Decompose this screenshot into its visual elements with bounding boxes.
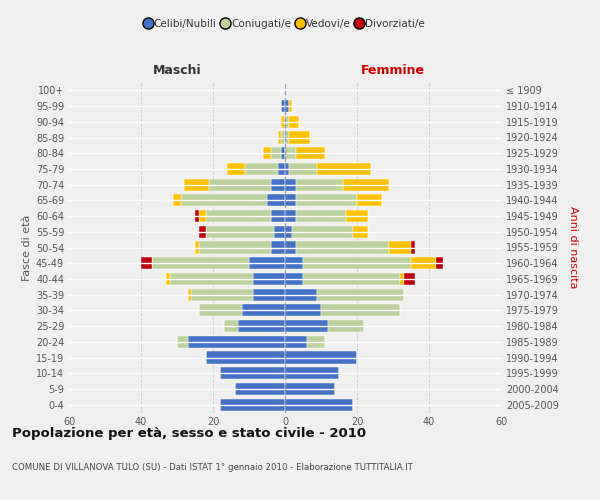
Bar [285,352,357,364]
Bar [238,320,285,332]
Bar [285,320,328,332]
Bar [195,210,199,222]
Bar [177,336,188,348]
Bar [296,210,346,222]
Bar [285,210,296,222]
Bar [289,116,299,128]
Bar [285,257,303,270]
Bar [285,288,317,301]
Bar [278,132,281,143]
Bar [289,100,292,112]
Bar [285,383,335,395]
Bar [285,367,339,380]
Bar [245,163,278,175]
Bar [271,242,285,254]
Bar [436,257,443,270]
Bar [303,257,411,270]
Bar [206,210,271,222]
Bar [296,147,325,160]
Bar [281,100,285,112]
Bar [188,336,285,348]
Bar [199,304,242,316]
Text: Femmine: Femmine [361,64,425,78]
Legend: Celibi/Nubili, Coniugati/e, Vedovi/e, Divorziati/e: Celibi/Nubili, Coniugati/e, Vedovi/e, Di… [141,15,429,34]
Bar [271,210,285,222]
Text: COMUNE DI VILLANOVA TULO (SU) - Dati ISTAT 1° gennaio 2010 - Elaborazione TUTTIT: COMUNE DI VILLANOVA TULO (SU) - Dati IST… [12,462,413,471]
Bar [285,194,296,206]
Bar [184,178,209,191]
Bar [253,273,285,285]
Bar [166,273,170,285]
Bar [224,320,238,332]
Bar [296,242,389,254]
Bar [249,257,285,270]
Bar [285,336,307,348]
Bar [400,273,404,285]
Bar [285,163,289,175]
Bar [296,194,357,206]
Bar [206,352,285,364]
Bar [281,147,285,160]
Bar [285,100,289,112]
Bar [285,116,289,128]
Bar [285,147,296,160]
Bar [195,242,199,254]
Bar [281,116,285,128]
Bar [271,147,281,160]
Bar [152,257,249,270]
Bar [285,178,296,191]
Bar [343,178,389,191]
Bar [220,398,285,411]
Bar [285,398,353,411]
Bar [285,226,292,238]
Bar [289,163,317,175]
Bar [181,194,267,206]
Bar [321,304,400,316]
Bar [271,178,285,191]
Bar [209,178,271,191]
Y-axis label: Fasce di età: Fasce di età [22,214,32,280]
Text: Popolazione per età, sesso e stato civile - 2010: Popolazione per età, sesso e stato civil… [12,428,366,440]
Bar [281,132,285,143]
Bar [292,226,353,238]
Text: Maschi: Maschi [152,64,202,78]
Bar [263,147,271,160]
Bar [188,288,191,301]
Bar [289,132,310,143]
Bar [199,226,206,238]
Bar [267,194,285,206]
Bar [389,242,411,254]
Bar [173,194,181,206]
Bar [253,288,285,301]
Bar [274,226,285,238]
Bar [411,257,436,270]
Bar [191,288,253,301]
Bar [357,194,382,206]
Y-axis label: Anni di nascita: Anni di nascita [568,206,578,288]
Bar [227,163,245,175]
Bar [303,273,400,285]
Bar [346,210,368,222]
Bar [278,163,285,175]
Bar [199,210,206,222]
Bar [328,320,364,332]
Bar [220,367,285,380]
Bar [296,178,343,191]
Bar [411,242,415,254]
Bar [307,336,325,348]
Bar [170,273,253,285]
Bar [285,273,303,285]
Bar [235,383,285,395]
Bar [206,226,274,238]
Bar [285,304,321,316]
Bar [285,132,289,143]
Bar [353,226,368,238]
Bar [242,304,285,316]
Bar [285,242,296,254]
Bar [404,273,415,285]
Bar [317,288,404,301]
Bar [317,163,371,175]
Bar [199,242,271,254]
Bar [141,257,152,270]
